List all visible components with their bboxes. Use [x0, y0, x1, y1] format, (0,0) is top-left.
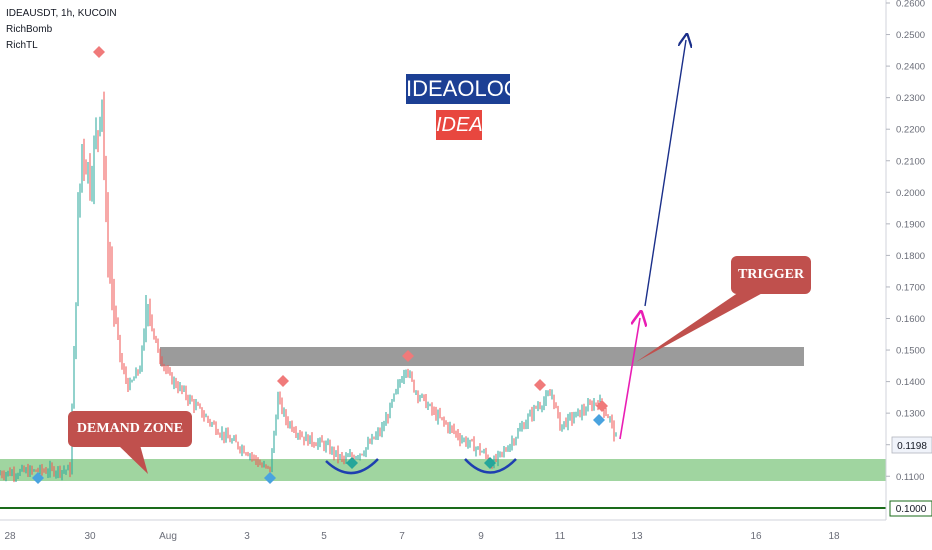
brand-title: IDEAOLOGY [406, 74, 536, 104]
y-tick-label: 0.1700 [896, 282, 925, 293]
demand-zone-label: DEMAND ZONE [76, 421, 184, 436]
signal-marker [277, 375, 289, 387]
y-tick-label: 0.1400 [896, 377, 925, 388]
x-tick-label: 13 [631, 531, 643, 542]
y-tick-label: 0.2200 [896, 125, 925, 136]
signal-marker [264, 472, 276, 484]
signal-marker [484, 457, 496, 469]
y-tick-label: 0.2300 [896, 93, 925, 104]
x-axis: 28 30 Aug 3 5 7 9 11 13 16 18 [4, 531, 840, 542]
signal-marker [32, 472, 44, 484]
signal-marker [593, 414, 605, 426]
rounding-bottom-arc-2 [464, 458, 517, 474]
symbol-label: IDEAUSDT, 1h, KUCOIN [6, 8, 117, 19]
demand-zone-band [0, 459, 886, 481]
last-price-label: 0.1198 [897, 441, 927, 452]
x-tick-label: 28 [4, 531, 16, 542]
trigger-label: TRIGGER [737, 267, 805, 282]
y-tick-label: 0.1500 [896, 346, 925, 357]
y-tick-label: 0.2400 [896, 62, 925, 73]
x-tick-label: Aug [159, 531, 177, 542]
indicator-richbomb: RichBomb [6, 24, 53, 35]
y-tick-label: 0.1100 [896, 472, 924, 483]
y-tick-label: 0.1300 [896, 409, 925, 420]
signal-marker [93, 46, 105, 58]
x-tick-label: 5 [321, 531, 327, 542]
signal-markers [32, 46, 608, 484]
x-tick-label: 9 [478, 531, 484, 542]
x-tick-label: 16 [750, 531, 762, 542]
x-tick-label: 11 [555, 531, 566, 542]
y-tick-label: 0.1600 [896, 314, 925, 325]
y-tick-label: 0.1900 [896, 219, 925, 230]
rounding-bottom-arc-1 [325, 458, 379, 475]
brand-subtitle: IDEA [436, 110, 483, 140]
x-tick-label: 30 [84, 531, 96, 542]
y-tick-label: 0.2500 [896, 30, 925, 41]
y-tick-label: 0.2000 [896, 188, 925, 199]
y-tick-label: 0.2600 [896, 0, 925, 10]
signal-marker [534, 379, 546, 391]
y-tick-label: 0.2100 [896, 156, 925, 167]
trigger-arrow [619, 318, 640, 440]
x-tick-label: 3 [244, 531, 250, 542]
baseline-price-tag: 0.1000 [889, 500, 932, 517]
baseline-price-label: 0.1000 [896, 504, 927, 515]
target-arrow [644, 40, 686, 307]
x-tick-label: 7 [399, 531, 405, 542]
signal-marker [402, 350, 414, 362]
x-tick-label: 18 [828, 531, 840, 542]
last-price-tag: 0.1198 [891, 436, 932, 454]
candles-group [0, 91, 617, 483]
y-tick-label: 0.1800 [896, 251, 925, 262]
signal-marker [596, 400, 608, 412]
resistance-zone-band [160, 347, 804, 366]
indicator-richtl: RichTL [6, 40, 38, 51]
signal-marker [346, 457, 358, 469]
